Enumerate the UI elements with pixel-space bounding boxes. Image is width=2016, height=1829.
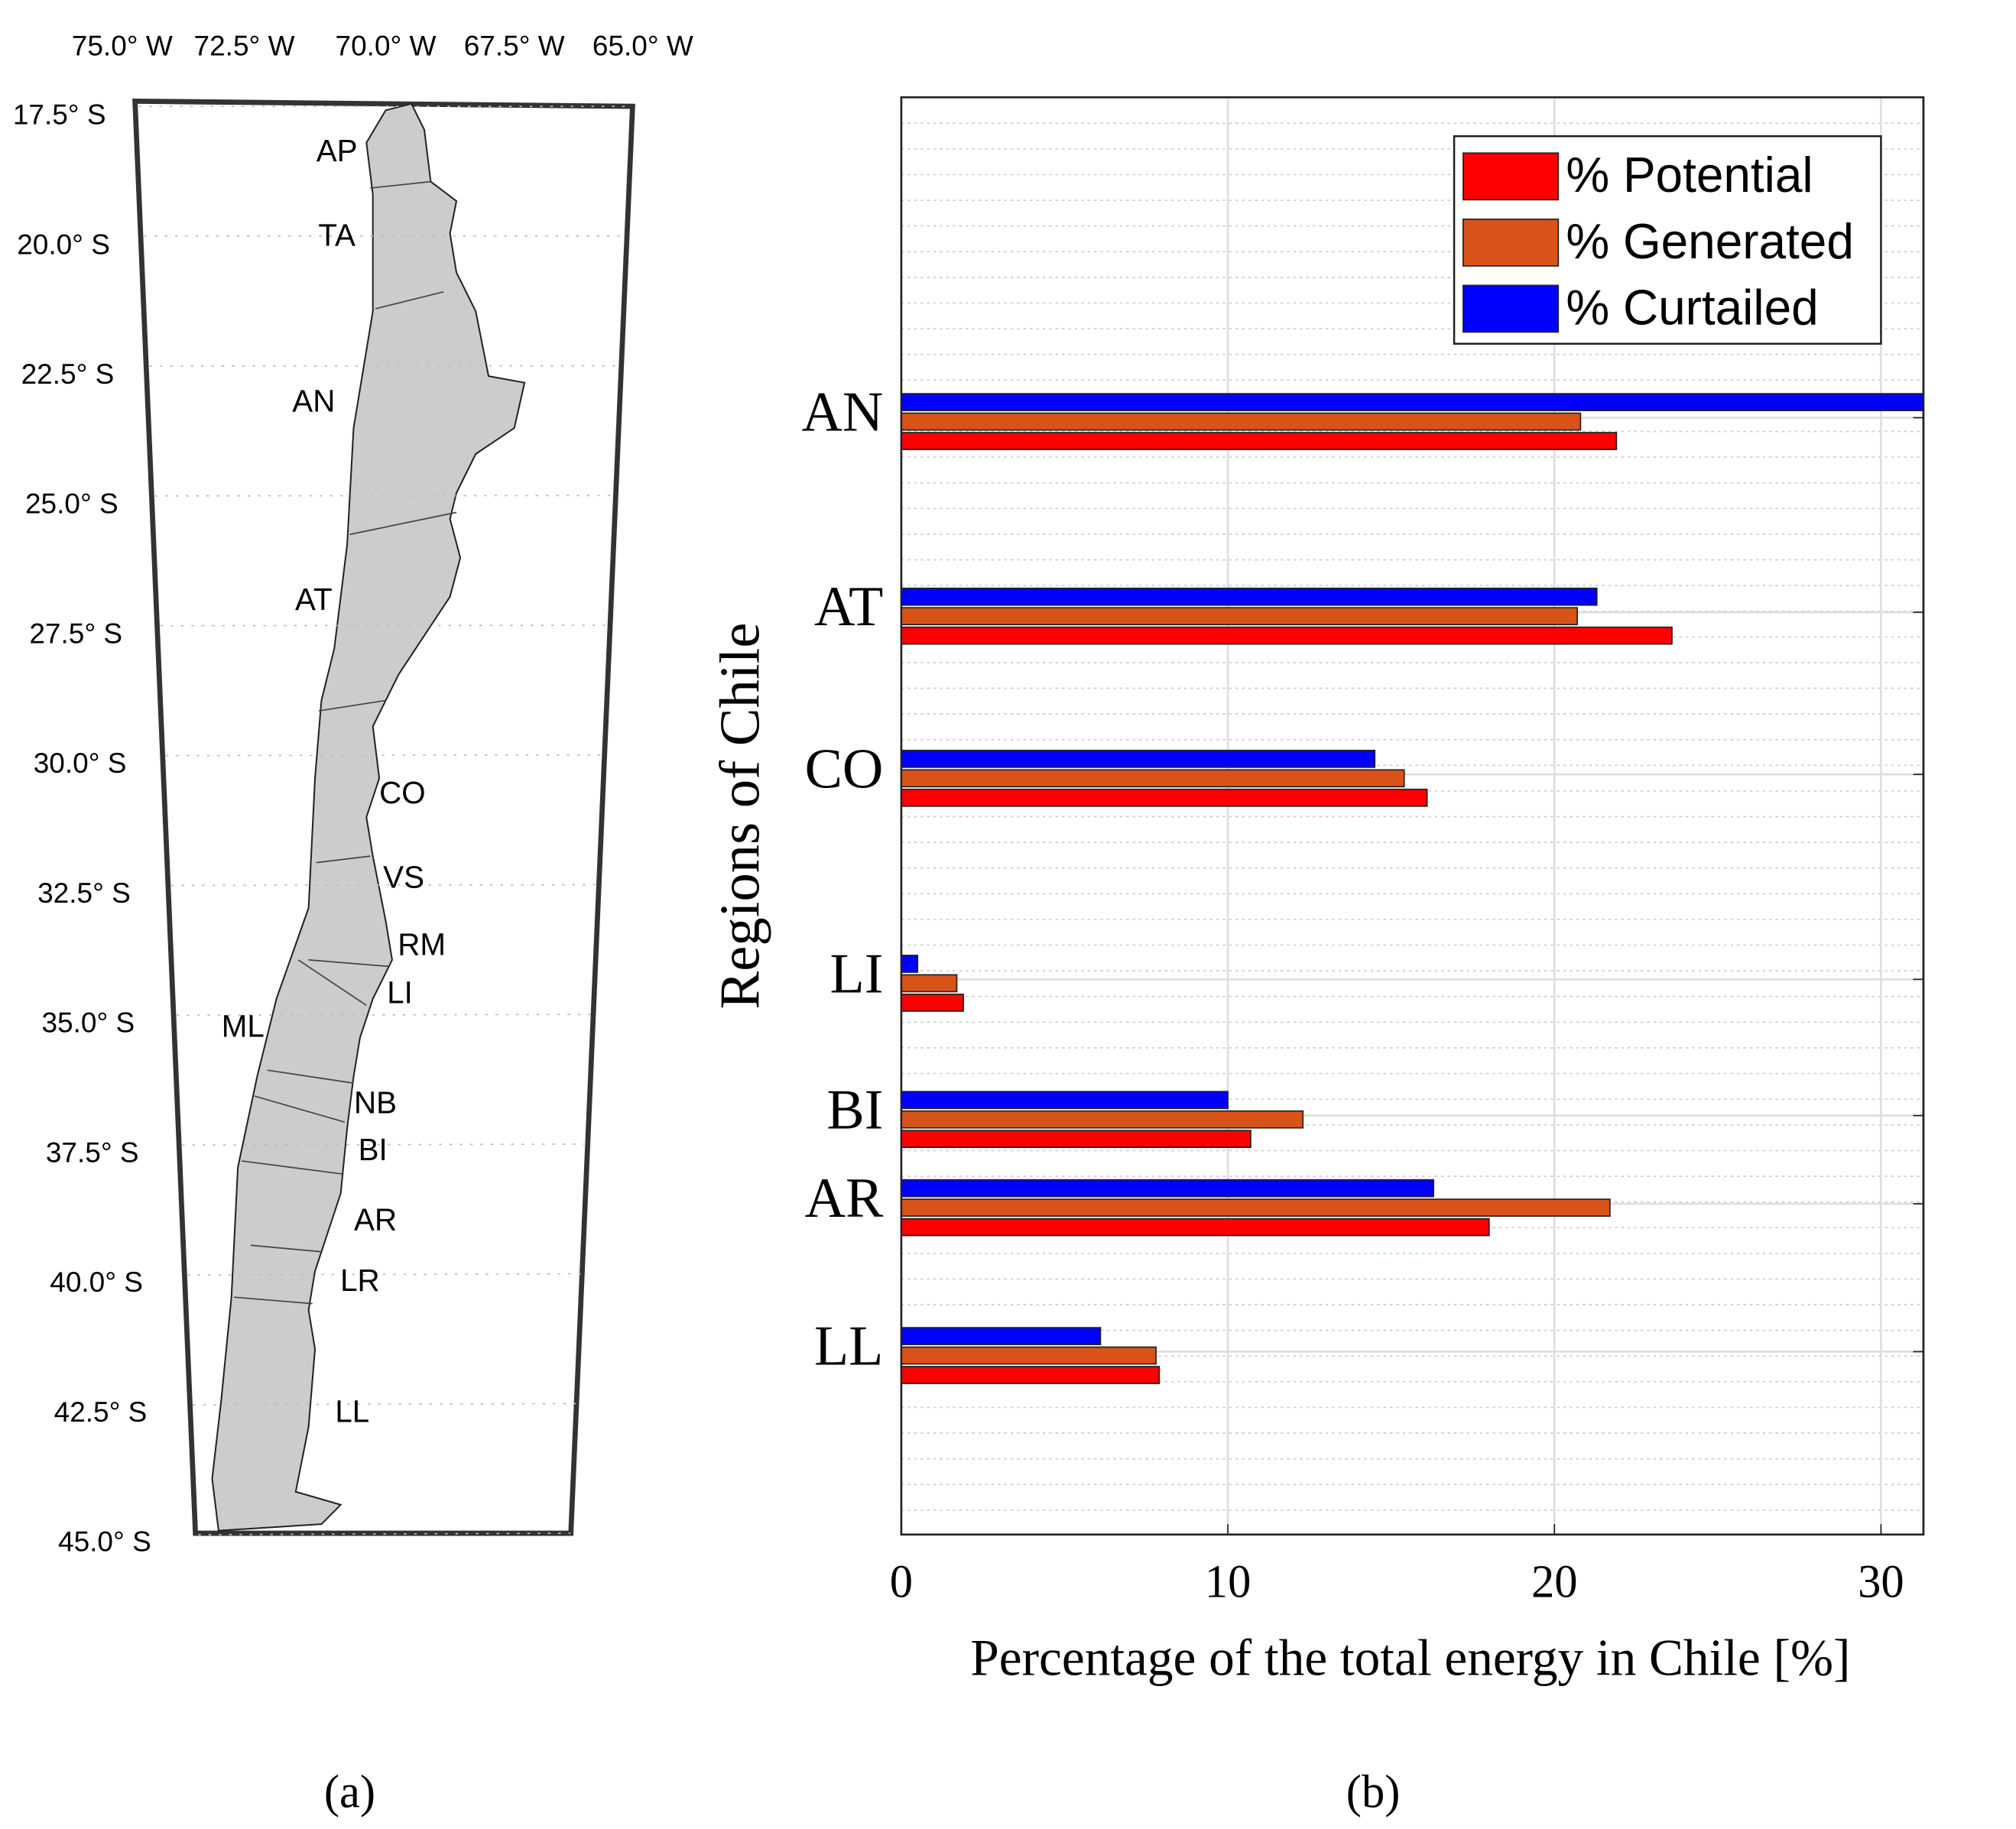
bar <box>901 1110 1304 1129</box>
region-borders <box>234 180 457 1305</box>
lon-label: 67.5° W <box>464 29 565 61</box>
lon-label: 72.5° W <box>194 29 295 61</box>
lat-label: 32.5° S <box>37 877 131 909</box>
region-label: AP <box>317 133 358 168</box>
x-tick-label: 10 <box>1205 1556 1251 1607</box>
bar <box>901 974 958 993</box>
bar <box>901 749 1376 768</box>
bar <box>901 607 1578 626</box>
region-label: TA <box>318 217 355 252</box>
bar <box>901 955 919 973</box>
bar <box>901 626 1673 645</box>
region-label: LR <box>340 1263 380 1298</box>
y-tick-label: LL <box>814 1315 883 1377</box>
y-axis-label: Regions of Chile <box>709 622 772 1009</box>
region-label: CO <box>379 775 426 810</box>
x-tick-label: 30 <box>1858 1556 1904 1607</box>
bar <box>901 432 1618 450</box>
lat-label: 25.0° S <box>25 488 118 520</box>
lat-label: 17.5° S <box>13 98 106 130</box>
legend-label: % Potential <box>1566 148 1813 203</box>
x-tick-label: 20 <box>1531 1556 1578 1607</box>
bar <box>901 587 1598 606</box>
plot-border <box>900 96 1925 1536</box>
y-tick-label: AT <box>814 576 883 638</box>
bar <box>901 412 1582 431</box>
region-label: LL <box>335 1393 369 1429</box>
lat-grid-line <box>177 1013 592 1017</box>
y-tick-label: CO <box>805 738 884 800</box>
y-tick-label: LI <box>830 942 884 1005</box>
lat-grid-line <box>198 1532 571 1536</box>
lat-label: 27.5° S <box>29 617 122 649</box>
bar <box>901 1179 1435 1198</box>
region-label: AN <box>292 383 335 418</box>
bar <box>901 1130 1251 1148</box>
lat-grid-line <box>193 1403 576 1406</box>
legend-label: % Curtailed <box>1566 280 1818 335</box>
y-tick-label: AR <box>805 1167 884 1230</box>
lat-label: 45.0° S <box>58 1525 151 1557</box>
lat-grid-line <box>187 1273 582 1276</box>
lat-label: 42.5° S <box>54 1396 148 1428</box>
lat-label: 40.0° S <box>50 1266 143 1298</box>
lat-label: 20.0° S <box>17 228 110 260</box>
region-label: ML <box>222 1008 265 1043</box>
region-label: BI <box>359 1132 388 1167</box>
bar <box>901 1346 1157 1365</box>
lat-grid-line <box>165 754 603 757</box>
lon-label: 65.0° W <box>592 29 693 61</box>
legend-swatch <box>1462 152 1560 201</box>
bar <box>901 393 1923 412</box>
bar <box>901 1327 1102 1345</box>
y-tick-label: BI <box>826 1078 883 1141</box>
region-label: RM <box>398 927 446 962</box>
bar <box>901 1091 1229 1110</box>
lon-label: 70.0° W <box>336 29 437 61</box>
region-label: VS <box>383 859 424 894</box>
legend-label: % Generated <box>1566 214 1854 269</box>
lon-label: 75.0° W <box>72 29 173 61</box>
bar <box>901 994 964 1012</box>
bar <box>901 788 1428 807</box>
map-frame <box>132 98 635 1536</box>
region-label: NB <box>354 1085 397 1120</box>
panel-label: (b) <box>1346 1766 1401 1818</box>
lat-grid-line <box>154 495 614 497</box>
bar <box>901 769 1405 788</box>
lat-label: 37.5° S <box>46 1136 139 1168</box>
lat-label: 35.0° S <box>41 1006 135 1038</box>
legend-swatch <box>1462 284 1560 333</box>
map-panel <box>132 98 635 1536</box>
lat-label: 30.0° S <box>34 747 127 779</box>
region-label: LI <box>387 974 413 1010</box>
x-tick-label: 0 <box>890 1556 913 1607</box>
region-label: AT <box>295 582 333 617</box>
chile-outline <box>211 102 526 1532</box>
y-tick-label: AN <box>802 381 884 443</box>
lat-label: 22.5° S <box>21 358 115 390</box>
panel-label: (a) <box>324 1766 375 1818</box>
bar <box>901 1198 1611 1217</box>
x-axis-label: Percentage of the total energy in Chile … <box>970 1629 1850 1686</box>
legend-swatch <box>1462 218 1560 267</box>
region-label: AR <box>354 1201 397 1237</box>
bar <box>901 1218 1490 1237</box>
bar <box>901 1366 1161 1384</box>
